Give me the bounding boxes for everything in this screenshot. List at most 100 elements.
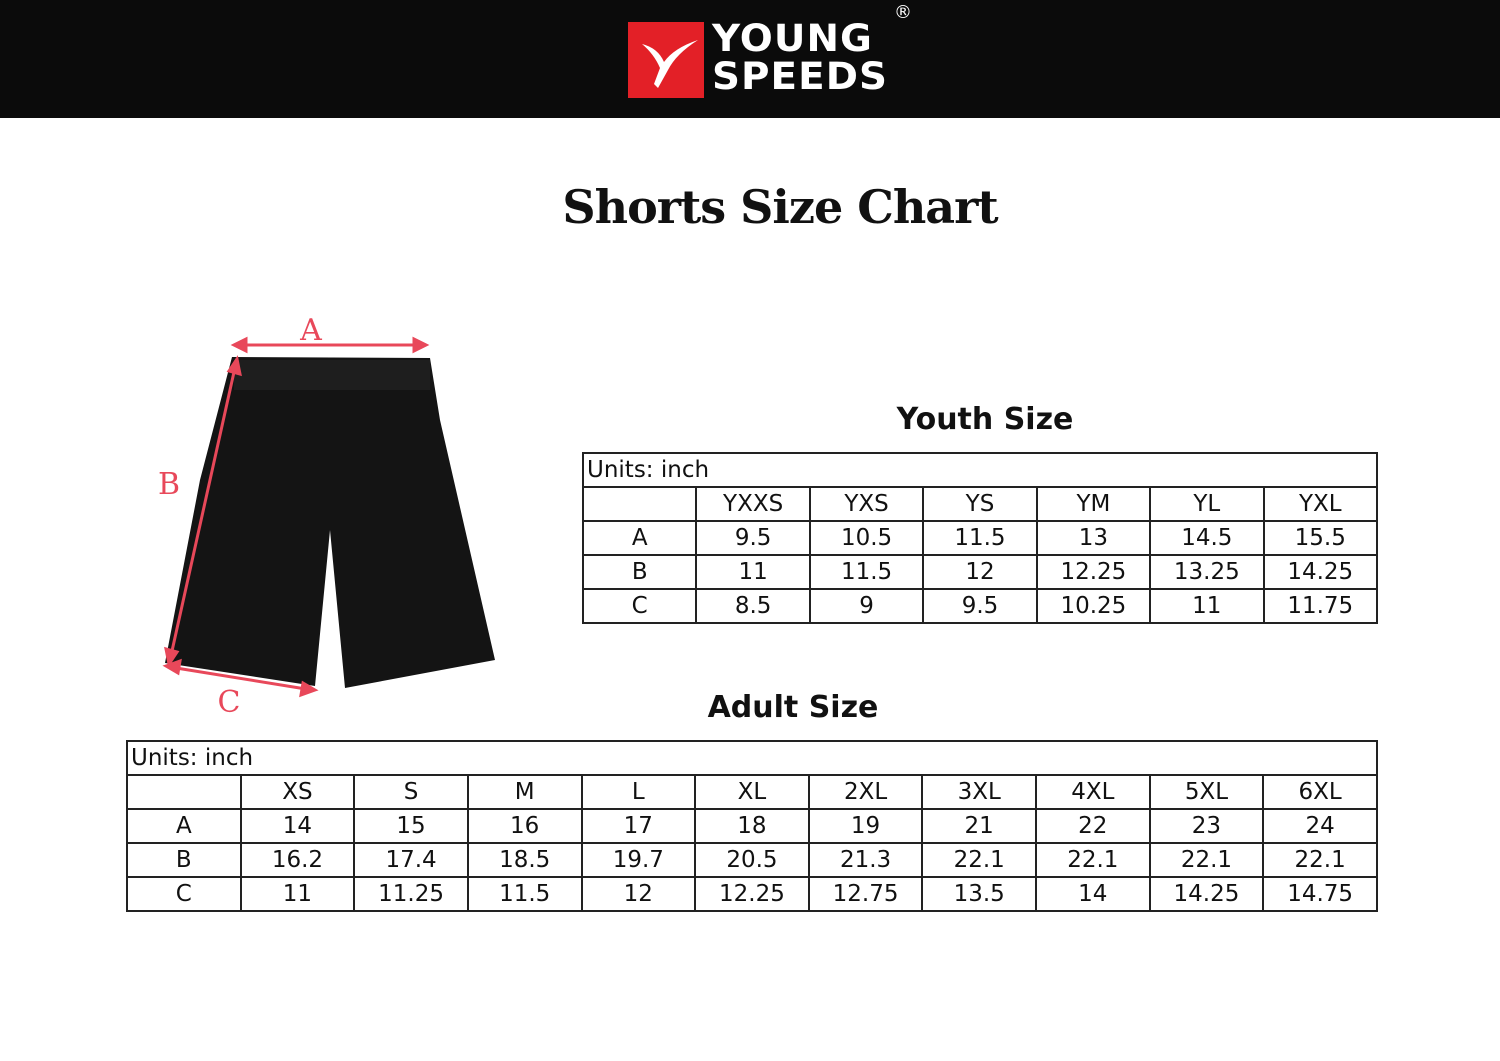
measurement-label: A (126, 808, 242, 844)
size-header: 2XL (807, 774, 924, 810)
size-header: L (580, 774, 697, 810)
youth-size-title: Youth Size (896, 402, 1074, 437)
table-row: C 11 11.25 11.5 12 12.25 12.75 13.5 14 14.25 14.75 (126, 876, 1378, 912)
measurement-value: 18 (694, 808, 810, 844)
size-header-row: XS S M L XL 2XL 3XL 4XL 5XL 6XL (126, 774, 1378, 810)
measurement-value: 11.5 (808, 554, 925, 590)
size-header: 6XL (1262, 774, 1378, 810)
size-header: YS (922, 486, 1038, 522)
measurement-value: 14 (1035, 876, 1151, 912)
brand-name: YOUNG SPEEDS (712, 20, 888, 96)
measurement-value: 16.2 (239, 842, 356, 878)
table-row: A 9.5 10.5 11.5 13 14.5 15.5 (581, 520, 1379, 556)
measurement-value: 12.25 (1035, 554, 1152, 590)
corner-cell (126, 774, 242, 810)
adult-size-title: Adult Size (707, 690, 879, 725)
measurement-value: 19.7 (580, 842, 697, 878)
measurement-label: C (581, 588, 698, 624)
size-header: YL (1149, 486, 1265, 522)
measurement-value: 18.5 (466, 842, 583, 878)
adult-size-table: Units: inch XS S M L XL 2XL 3XL 4XL 5XL 6XL A 14 15 16… (126, 740, 1378, 912)
table-row: A 14 15 16 17 18 19 21 22 23 24 (126, 808, 1378, 844)
brand-line1: YOUNG (712, 17, 873, 60)
brand-logo: YOUNG SPEEDS ® (626, 2, 916, 106)
measurement-value: 14.75 (1262, 876, 1378, 912)
units-label: Units: inch (126, 740, 1378, 776)
size-header: XL (694, 774, 810, 810)
measurement-value: 19 (807, 808, 924, 844)
measurement-value: 17.4 (353, 842, 469, 878)
measurement-label: B (126, 842, 242, 878)
measurement-value: 11 (695, 554, 811, 590)
table-row: C 8.5 9 9.5 10.25 11 11.75 (581, 588, 1379, 624)
logo-mark-icon (628, 22, 704, 98)
size-header: 3XL (921, 774, 1037, 810)
corner-cell (581, 486, 698, 522)
brand-line2: SPEEDS (712, 55, 889, 98)
measurement-value: 12.25 (694, 876, 810, 912)
size-header: YM (1035, 486, 1152, 522)
measurement-value: 11 (239, 876, 356, 912)
units-label: Units: inch (582, 452, 1378, 488)
measurement-value: 16 (466, 808, 583, 844)
label-b: B (158, 467, 180, 502)
size-header: 4XL (1035, 774, 1151, 810)
size-header: YXS (808, 486, 925, 522)
header-banner: YOUNG SPEEDS ® (0, 0, 1500, 118)
measurement-value: 14.25 (1148, 876, 1265, 912)
page-title: Shorts Size Chart (562, 180, 998, 234)
measurement-label: B (581, 554, 698, 590)
measurement-value: 10.25 (1035, 588, 1152, 624)
registered-mark: ® (894, 2, 912, 23)
units-row: Units: inch (582, 452, 1378, 488)
measurement-value: 12 (922, 554, 1038, 590)
size-header: 5XL (1148, 774, 1265, 810)
table-row: B 16.2 17.4 18.5 19.7 20.5 21.3 22.1 22.1 22.1 22.… (126, 842, 1378, 878)
label-c: C (218, 685, 241, 720)
measurement-value: 17 (580, 808, 697, 844)
measurement-value: 13.5 (921, 876, 1037, 912)
measurement-value: 11.5 (466, 876, 583, 912)
arrow-c (169, 665, 313, 692)
measurement-value: 20.5 (694, 842, 810, 878)
arrow-b (168, 362, 238, 661)
measurement-label: A (581, 520, 698, 556)
size-header-row: YXXS YXS YS YM YL YXL (581, 486, 1379, 522)
measurement-value: 14.25 (1262, 554, 1379, 590)
measurement-value: 13 (1035, 520, 1152, 556)
measurement-value: 10.5 (808, 520, 925, 556)
measurement-value: 12 (580, 876, 697, 912)
shorts-diagram: A B C (140, 300, 520, 720)
size-header: YXL (1262, 486, 1379, 522)
size-header: YXXS (695, 486, 811, 522)
measurement-value: 9 (808, 588, 925, 624)
measurement-value: 15.5 (1262, 520, 1379, 556)
measurement-value: 22.1 (921, 842, 1037, 878)
measurement-value: 8.5 (695, 588, 811, 624)
measurement-value: 22 (1035, 808, 1151, 844)
shorts-image (165, 357, 495, 688)
measurement-value: 9.5 (922, 588, 1038, 624)
measurement-value: 15 (353, 808, 469, 844)
measurement-value: 11 (1149, 588, 1265, 624)
measurement-value: 9.5 (695, 520, 811, 556)
measurement-label: C (126, 876, 242, 912)
label-a: A (299, 313, 322, 348)
measurement-value: 21 (921, 808, 1037, 844)
table-row: B 11 11.5 12 12.25 13.25 14.25 (581, 554, 1379, 590)
measurement-value: 11.25 (353, 876, 469, 912)
size-header: S (353, 774, 469, 810)
measurement-value: 21.3 (807, 842, 924, 878)
measurement-value: 14.5 (1149, 520, 1265, 556)
units-row: Units: inch (126, 740, 1378, 776)
measurement-value: 11.5 (922, 520, 1038, 556)
size-header: XS (239, 774, 356, 810)
measurement-value: 13.25 (1149, 554, 1265, 590)
size-header: M (466, 774, 583, 810)
measurement-value: 24 (1262, 808, 1378, 844)
measurement-value: 22.1 (1035, 842, 1151, 878)
measurement-value: 14 (239, 808, 356, 844)
measurement-value: 22.1 (1262, 842, 1378, 878)
measurement-value: 23 (1148, 808, 1265, 844)
measurement-value: 11.75 (1262, 588, 1379, 624)
